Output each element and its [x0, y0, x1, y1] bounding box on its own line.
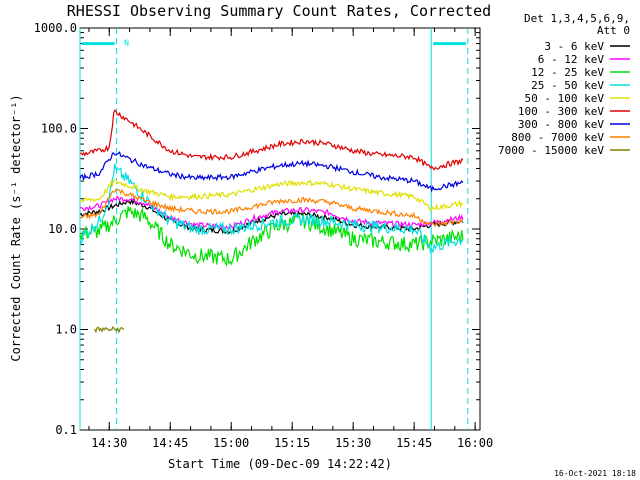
legend-entry-label: 100 - 300 keV	[518, 105, 604, 118]
y-tick-label: 1.0	[55, 323, 77, 337]
chart-title: RHESSI Observing Summary Count Rates, Co…	[67, 2, 491, 20]
y-tick-label: 10.0	[48, 222, 77, 236]
series-line-3	[79, 163, 464, 255]
legend-entry-label: 3 - 6 keV	[544, 40, 604, 53]
legend-entry-label: 7000 - 15000 keV	[498, 144, 604, 157]
legend-header: Att 0	[597, 24, 630, 37]
series-line-1	[79, 195, 464, 231]
legend-entry-label: 50 - 100 keV	[525, 92, 605, 105]
y-axis-label: Corrected Count Rate (s⁻¹ detector⁻¹)	[9, 94, 23, 361]
x-tick-label: 15:45	[396, 436, 432, 450]
legend-entry-label: 300 - 800 keV	[518, 118, 604, 131]
x-tick-label: 15:00	[213, 436, 249, 450]
attenuator-label: N	[124, 39, 129, 48]
legend-entry-label: 6 - 12 keV	[538, 53, 605, 66]
x-tick-label: 14:30	[91, 436, 127, 450]
series-line-4	[79, 179, 464, 212]
series-line-5	[80, 109, 464, 171]
x-axis-label: Start Time (09-Dec-09 14:22:42)	[168, 457, 392, 471]
x-tick-label: 15:30	[335, 436, 371, 450]
x-tick-label: 16:00	[457, 436, 493, 450]
series-line-2	[79, 206, 464, 267]
y-tick-label: 0.1	[55, 423, 77, 437]
legend-entry-label: 25 - 50 keV	[531, 79, 604, 92]
y-tick-label: 1000.0	[34, 21, 77, 35]
series-line-8	[94, 326, 125, 334]
footer-timestamp: 16-Oct-2021 18:18	[554, 469, 636, 478]
x-tick-label: 15:15	[274, 436, 310, 450]
series-line-6	[79, 151, 464, 193]
plot-area: 0.1 1.0 10.0 100.0 1000.0 14:30 14:45 15:00 15:1…	[34, 21, 494, 450]
legend-entry-label: 12 - 25 keV	[531, 66, 604, 79]
series-line-7	[79, 188, 463, 228]
y-tick-label: 100.0	[41, 122, 77, 136]
x-tick-label: 14:45	[152, 436, 188, 450]
legend-entry-label: 800 - 7000 keV	[511, 131, 604, 144]
legend-header: Det 1,3,4,5,6,9,	[524, 12, 630, 25]
